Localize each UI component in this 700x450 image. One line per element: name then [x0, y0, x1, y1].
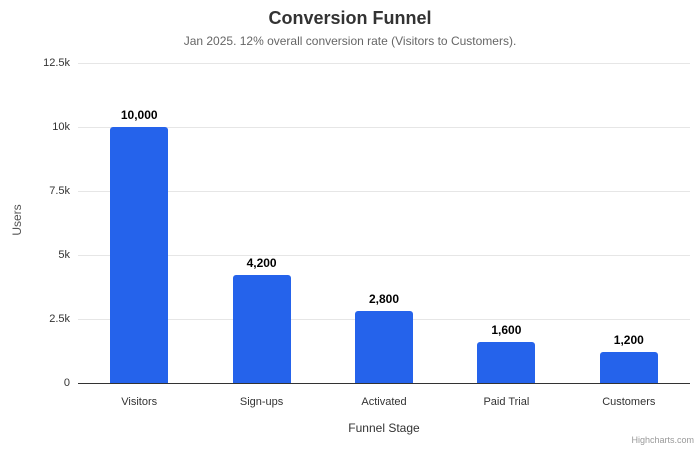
- x-tick-label-sign-ups: Sign-ups: [239, 396, 284, 408]
- x-tick-label-visitors: Visitors: [121, 396, 158, 408]
- bar-visitors[interactable]: [110, 127, 168, 383]
- x-axis-title: Funnel Stage: [348, 421, 420, 435]
- plot-area: 10,000 4,200 2,800 1,600 1,200: [78, 62, 690, 384]
- bar-data-label: 1,200: [613, 333, 644, 347]
- y-tick-label: 10k: [52, 121, 70, 133]
- gridline: [78, 62, 690, 64]
- bar-activated[interactable]: [355, 311, 413, 383]
- gridline: [78, 254, 690, 256]
- credits-link[interactable]: Highcharts.com: [631, 435, 694, 445]
- chart-subtitle: Jan 2025. 12% overall conversion rate (V…: [183, 34, 517, 48]
- y-tick-label: 12.5k: [43, 57, 70, 69]
- bar-paid-trial[interactable]: [477, 342, 535, 383]
- chart-title: Conversion Funnel: [268, 8, 432, 28]
- bar-data-label: 1,600: [491, 323, 522, 337]
- x-tick-label-activated: Activated: [361, 396, 407, 408]
- bar-customers[interactable]: [600, 352, 658, 383]
- bar-data-label: 10,000: [120, 108, 158, 122]
- gridline: [78, 190, 690, 192]
- y-axis-title: Users: [10, 204, 24, 236]
- bar-data-label: 2,800: [368, 292, 399, 306]
- y-tick-label: 0: [63, 377, 70, 389]
- gridline: [78, 126, 690, 128]
- y-tick-label: 7.5k: [49, 185, 70, 197]
- x-tick-label-paid-trial: Paid Trial: [483, 396, 530, 408]
- x-tick-label-customers: Customers: [602, 396, 656, 408]
- bar-sign-ups[interactable]: [233, 275, 291, 383]
- bar-data-label: 4,200: [246, 256, 277, 270]
- y-tick-label: 2.5k: [49, 313, 70, 325]
- y-tick-label: 5k: [58, 249, 70, 261]
